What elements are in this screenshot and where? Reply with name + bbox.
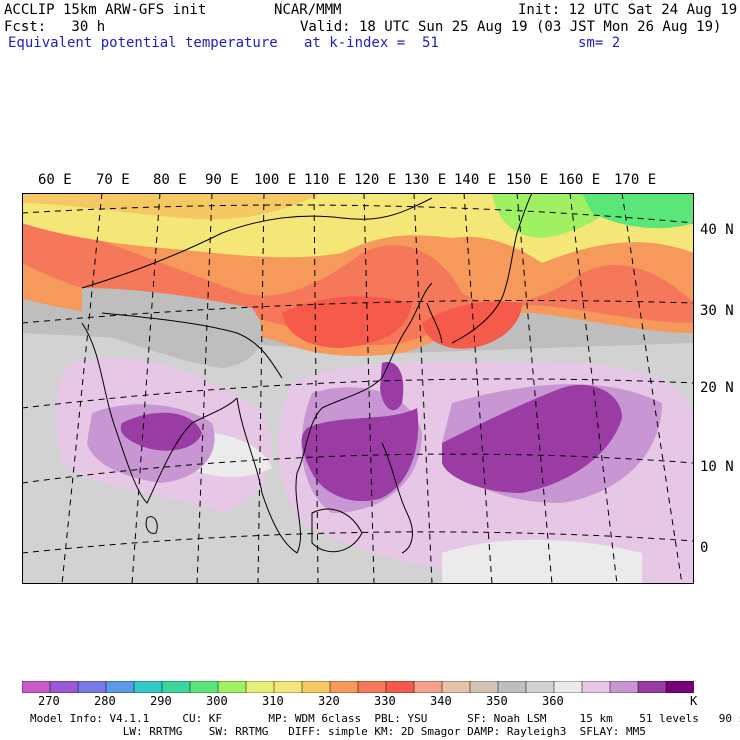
colorbar-tick-label: 310: [262, 694, 284, 708]
coastline-korea: [426, 302, 443, 344]
colorbar-swatch: [441, 681, 471, 693]
lon-label-160e: 160 E: [558, 172, 601, 188]
grid-lat-40: [22, 204, 694, 224]
grid-lat-30: [22, 300, 694, 324]
field-green-ne2: [582, 193, 694, 229]
coastline-srilanka: [145, 516, 158, 534]
coastline-japan: [451, 193, 533, 344]
lat-label-20n: 20 N: [700, 380, 734, 396]
model-info-line2: LW: RRTMG SW: RRTMG DIFF: simple KM: 2D …: [30, 725, 646, 738]
colorbar-swatch: [161, 681, 191, 693]
border-china: [81, 197, 433, 289]
field-dark-purple-scs: [301, 408, 419, 502]
colorbar-tick-label: 300: [206, 694, 228, 708]
colorbar-swatch: [22, 681, 51, 693]
colorbar-swatch: [497, 681, 527, 693]
colorbar-swatch: [189, 681, 219, 693]
colorbar-swatch: [357, 681, 387, 693]
colorbar-swatch: [273, 681, 303, 693]
lat-label-40n: 40 N: [700, 222, 734, 238]
field-lightorange-north: [22, 193, 322, 220]
colorbar-swatch: [77, 681, 107, 693]
coastline-india: [81, 322, 238, 504]
colorbar-tick-label: 290: [150, 694, 172, 708]
field-land-grey: [82, 288, 262, 368]
lon-label-140e: 140 E: [454, 172, 497, 188]
valid-time: Valid: 18 UTC Sun 25 Aug 19 (03 JST Mon …: [300, 19, 722, 35]
colorbar-swatch: [301, 681, 331, 693]
lon-label-90e: 90 E: [205, 172, 239, 188]
colorbar-tick-label: 340: [430, 694, 452, 708]
smoothing-info: sm= 2: [578, 35, 621, 51]
model-title: ACCLIP 15km ARW-GFS init: [4, 2, 207, 18]
coastline-indochina: [236, 397, 323, 554]
field-china-red: [282, 296, 412, 348]
colorbar-tick-label: 320: [318, 694, 340, 708]
init-time: Init: 12 UTC Sat 24 Aug 19: [518, 2, 738, 18]
model-info-line1: Model Info: V4.1.1 CU: KF MP: WDM 6class…: [30, 712, 740, 725]
lon-label-110e: 110 E: [304, 172, 347, 188]
colorbar-swatch: [553, 681, 583, 693]
lon-label-120e: 120 E: [354, 172, 397, 188]
lon-label-150e: 150 E: [506, 172, 549, 188]
lon-label-100e: 100 E: [254, 172, 297, 188]
colorbar-swatch: [609, 681, 639, 693]
level-info: at k-index = 51: [304, 35, 439, 51]
colorbar-swatch: [525, 681, 555, 693]
field-name: Equivalent potential temperature: [8, 35, 278, 51]
field-white-patch: [442, 539, 642, 584]
field-japan-red: [422, 301, 522, 349]
colorbar-swatch: [49, 681, 79, 693]
lat-label-0: 0: [700, 540, 709, 556]
lat-label-10n: 10 N: [700, 459, 734, 475]
colorbar-tick-label: 330: [374, 694, 396, 708]
coastline-borneo: [311, 508, 363, 553]
lon-label-170e: 170 E: [614, 172, 657, 188]
colorbar-tick-label: 350: [486, 694, 508, 708]
field-dark-purple-wpac: [442, 384, 622, 493]
colorbar-unit: K: [690, 694, 698, 708]
colorbar-swatch: [329, 681, 359, 693]
map-frame: [22, 193, 694, 584]
colorbar-swatch: [385, 681, 415, 693]
colorbar-swatch: [665, 681, 694, 693]
lon-label-60e: 60 E: [38, 172, 72, 188]
theta-e-map: [22, 193, 694, 584]
border-himalaya: [101, 312, 283, 379]
lat-label-30n: 30 N: [700, 303, 734, 319]
colorbar-swatch: [581, 681, 611, 693]
lon-label-70e: 70 E: [96, 172, 130, 188]
coastline-philippines: [381, 442, 413, 554]
colorbar-swatch: [413, 681, 443, 693]
forecast-hour: Fcst: 30 h: [4, 19, 106, 35]
field-dark-purple-taiwan: [380, 362, 404, 411]
colorbar-tick-label: 360: [542, 694, 564, 708]
field-dark-purple-india: [120, 412, 202, 451]
colorbar: [22, 681, 694, 693]
colorbar-swatch: [217, 681, 247, 693]
colorbar-swatch: [133, 681, 163, 693]
colorbar-swatch: [469, 681, 499, 693]
colorbar-tick-label: 270: [38, 694, 60, 708]
colorbar-tick-label: 280: [94, 694, 116, 708]
colorbar-swatch: [245, 681, 275, 693]
colorbar-swatch: [105, 681, 135, 693]
lon-label-80e: 80 E: [153, 172, 187, 188]
field-red-band: [22, 213, 694, 346]
lon-label-130e: 130 E: [404, 172, 447, 188]
center-title: NCAR/MMM: [274, 2, 342, 18]
colorbar-swatch: [637, 681, 667, 693]
